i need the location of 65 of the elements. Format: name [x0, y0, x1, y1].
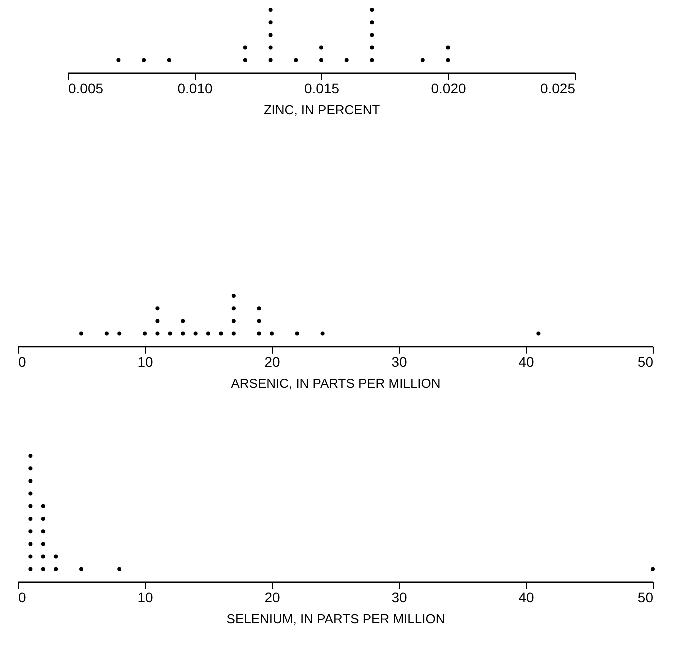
point [181, 331, 186, 336]
point [257, 331, 262, 336]
x-tick-label: 0.020 [431, 80, 466, 96]
x-axis-title: SELENIUM, IN PARTS PER MILLION [226, 612, 446, 626]
point [206, 331, 211, 336]
point [536, 331, 541, 336]
x-tick-label: 0.015 [304, 80, 340, 96]
point [54, 567, 58, 572]
point [28, 504, 33, 508]
point [232, 331, 236, 336]
point [80, 567, 84, 572]
point [104, 331, 109, 336]
point [156, 318, 160, 323]
point [232, 294, 236, 298]
point [41, 504, 46, 508]
point [41, 517, 46, 521]
x-tick-label: 40 [518, 353, 534, 370]
point [181, 318, 186, 323]
point [257, 306, 262, 310]
point [28, 530, 33, 534]
x-tick-label: 0.005 [68, 80, 104, 96]
point [80, 331, 84, 336]
point [295, 331, 300, 336]
x-tick-label: 0 [18, 590, 26, 606]
point [28, 454, 33, 458]
x-tick-label: 50 [638, 590, 654, 606]
x-axis-title: ARSENIC, IN PARTS PER MILLION [231, 375, 441, 390]
x-tick-label: 20 [264, 590, 280, 606]
point [232, 306, 236, 310]
point [232, 318, 236, 323]
point [143, 331, 148, 336]
point [118, 331, 122, 336]
point [651, 567, 655, 572]
point [41, 567, 46, 572]
x-tick-label: 10 [138, 353, 154, 370]
point [41, 530, 46, 534]
x-tick-label: 10 [138, 590, 154, 606]
x-tick-label: 0.010 [178, 80, 213, 96]
x-tick-label: 30 [392, 353, 408, 370]
point [270, 331, 274, 336]
point [28, 479, 33, 484]
point [54, 554, 58, 559]
point [219, 331, 224, 336]
point [28, 542, 33, 546]
point [28, 554, 33, 559]
point [320, 331, 325, 336]
x-tick-label: 20 [264, 353, 280, 370]
point [118, 567, 122, 572]
point [41, 554, 46, 559]
x-tick-label: 0 [18, 353, 27, 370]
point [156, 331, 160, 336]
x-axis-title: ZINC, IN PERCENT [264, 102, 380, 118]
x-tick-label: 50 [638, 353, 654, 370]
point [28, 567, 33, 572]
point [168, 331, 172, 336]
point [156, 306, 160, 310]
point [257, 318, 262, 323]
point [41, 542, 46, 546]
point [28, 466, 33, 471]
point [194, 331, 198, 336]
x-tick-label: 30 [392, 590, 408, 606]
x-tick-label: 40 [518, 590, 534, 606]
point [28, 517, 33, 521]
x-tick-label: 0.025 [540, 80, 576, 96]
point [28, 492, 33, 496]
